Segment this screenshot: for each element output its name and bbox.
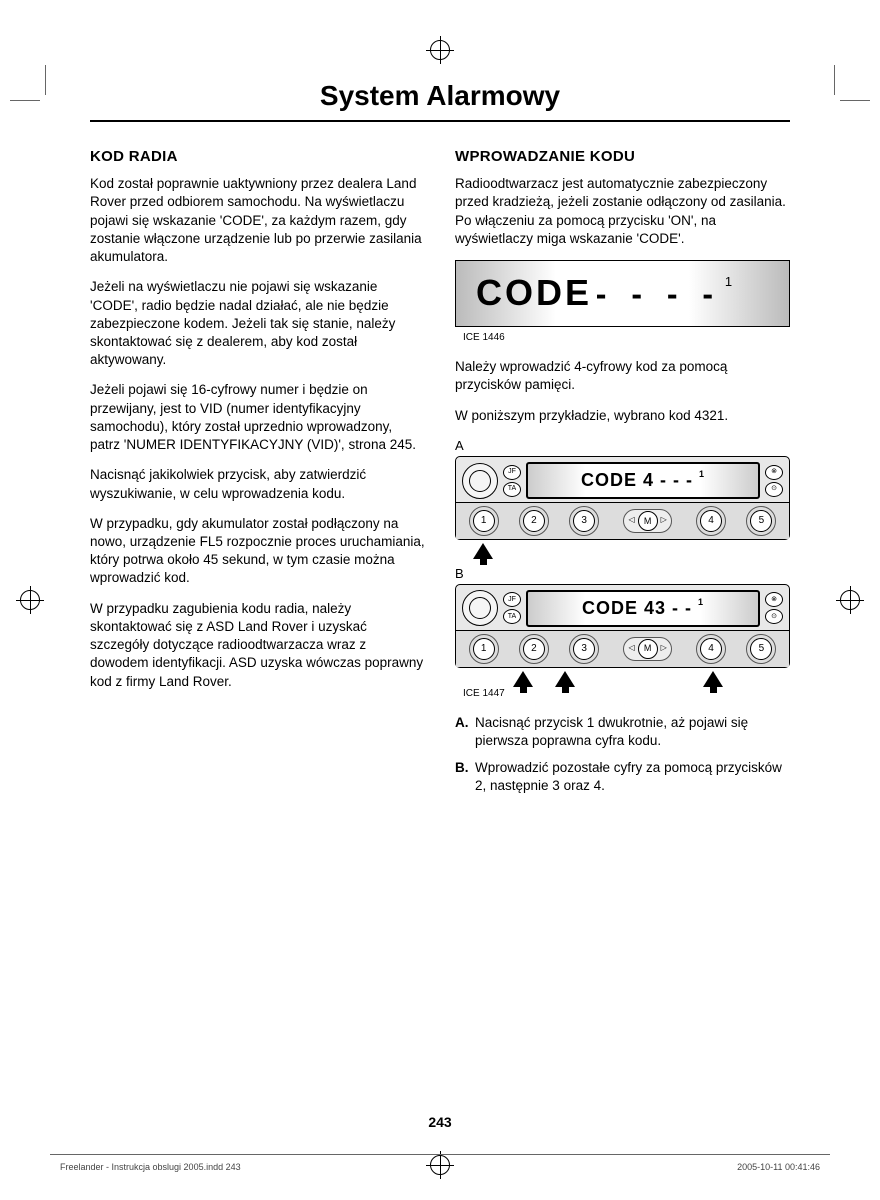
radio-button-row: 1 2 3 ◁ M ▷ 4 5	[456, 630, 789, 667]
radio-button-4: 4	[700, 638, 722, 660]
mini-button: ⊗	[765, 465, 783, 480]
paragraph: W przypadku zagubienia kodu radia, należ…	[90, 600, 425, 691]
paragraph: Jeżeli pojawi się 16-cyfrowy numer i będ…	[90, 381, 425, 454]
m-left-icon: ◁	[625, 515, 637, 526]
display-text: CODE 43 - -	[582, 598, 692, 618]
paragraph: Należy wprowadzić 4-cyfrowy kod za pomoc…	[455, 358, 790, 394]
knob-icon	[462, 590, 498, 626]
display-text: CODE 4 - - -	[581, 470, 693, 490]
radio-button-2: 2	[523, 510, 545, 532]
arrow-row-b	[455, 671, 790, 693]
code-text: CODE	[476, 272, 592, 313]
code-dashes: - - - -	[596, 276, 721, 312]
radio-label-b: B	[455, 565, 790, 583]
radio-button-2: 2	[523, 638, 545, 660]
paragraph: W przypadku, gdy akumulator został podłą…	[90, 515, 425, 588]
radio-button-1: 1	[473, 638, 495, 660]
mini-button: JF	[503, 465, 521, 480]
right-column: WPROWADZANIE KODU Radioodtwarzacz jest a…	[455, 147, 790, 803]
mini-button: ⊙	[765, 482, 783, 497]
mini-buttons: ⊗ ⊙	[765, 465, 783, 497]
mini-button: ⊙	[765, 609, 783, 624]
mini-buttons: ⊗ ⊙	[765, 592, 783, 624]
list-item-a: A. Nacisnąć przycisk 1 dwukrotnie, aż po…	[455, 714, 790, 750]
radio-label-a: A	[455, 437, 790, 455]
columns: KOD RADIA Kod został poprawnie uaktywnio…	[90, 147, 790, 803]
mini-buttons: JF TA	[503, 592, 521, 624]
radio-unit-a: JF TA CODE 4 - - - 1 ⊗ ⊙ 1 2 3	[455, 456, 790, 539]
list-letter: B.	[455, 759, 475, 795]
radio-top: JF TA CODE 43 - - 1 ⊗ ⊙	[456, 585, 789, 629]
m-left-icon: ◁	[625, 643, 637, 654]
list-text: Wprowadzić pozostałe cyfry za pomocą prz…	[475, 759, 790, 795]
left-column: KOD RADIA Kod został poprawnie uaktywnio…	[90, 147, 425, 803]
mini-buttons: JF TA	[503, 465, 521, 497]
m-button: M	[638, 639, 658, 659]
footer-right: 2005-10-11 00:41:46	[737, 1162, 820, 1172]
right-heading: WPROWADZANIE KODU	[455, 147, 790, 167]
figure-label: ICE 1446	[463, 331, 790, 345]
m-right-icon: ▷	[658, 643, 670, 654]
paragraph: Kod został poprawnie uaktywniony przez d…	[90, 175, 425, 266]
footer-line	[50, 1154, 830, 1155]
page-title: System Alarmowy	[90, 80, 790, 122]
list-text: Nacisnąć przycisk 1 dwukrotnie, aż pojaw…	[475, 714, 790, 750]
paragraph: W poniższym przykładzie, wybrano kod 432…	[455, 407, 790, 425]
arrow-icon	[473, 543, 493, 559]
radio-unit-b: JF TA CODE 43 - - 1 ⊗ ⊙ 1 2 3	[455, 584, 790, 667]
arrow-row-a	[455, 543, 790, 565]
footer-left: Freelander - Instrukcja obslugi 2005.ind…	[60, 1162, 241, 1172]
page-number: 243	[428, 1114, 451, 1130]
code-sup: 1	[725, 274, 732, 289]
arrow-icon	[555, 671, 575, 687]
radio-button-4: 4	[700, 510, 722, 532]
mini-button: TA	[503, 482, 521, 497]
display-sup: 1	[699, 469, 705, 479]
mini-button: TA	[503, 609, 521, 624]
m-cluster: ◁ M ▷	[623, 637, 671, 661]
knob-icon	[462, 463, 498, 499]
paragraph: Nacisnąć jakikolwiek przycisk, aby zatwi…	[90, 466, 425, 502]
page: System Alarmowy KOD RADIA Kod został pop…	[0, 0, 880, 1200]
paragraph: Radioodtwarzacz jest automatycznie zabez…	[455, 175, 790, 248]
radio-display-b: CODE 43 - - 1	[526, 590, 760, 626]
mini-button: ⊗	[765, 592, 783, 607]
arrow-icon	[703, 671, 723, 687]
paragraph: Jeżeli na wyświetlaczu nie pojawi się ws…	[90, 278, 425, 369]
radio-button-row: 1 2 3 ◁ M ▷ 4 5	[456, 502, 789, 539]
list-letter: A.	[455, 714, 475, 750]
radio-button-3: 3	[573, 510, 595, 532]
code-display-figure: CODE - - - - 1	[455, 260, 790, 327]
mini-button: JF	[503, 592, 521, 607]
radio-button-5: 5	[750, 638, 772, 660]
radio-top: JF TA CODE 4 - - - 1 ⊗ ⊙	[456, 457, 789, 501]
m-cluster: ◁ M ▷	[623, 509, 671, 533]
radio-button-3: 3	[573, 638, 595, 660]
list-item-b: B. Wprowadzić pozostałe cyfry za pomocą …	[455, 759, 790, 795]
radio-button-5: 5	[750, 510, 772, 532]
left-heading: KOD RADIA	[90, 147, 425, 167]
radio-button-1: 1	[473, 510, 495, 532]
arrow-icon	[513, 671, 533, 687]
radio-display-a: CODE 4 - - - 1	[526, 462, 760, 498]
display-sup: 1	[698, 597, 704, 607]
m-right-icon: ▷	[658, 515, 670, 526]
m-button: M	[638, 511, 658, 531]
